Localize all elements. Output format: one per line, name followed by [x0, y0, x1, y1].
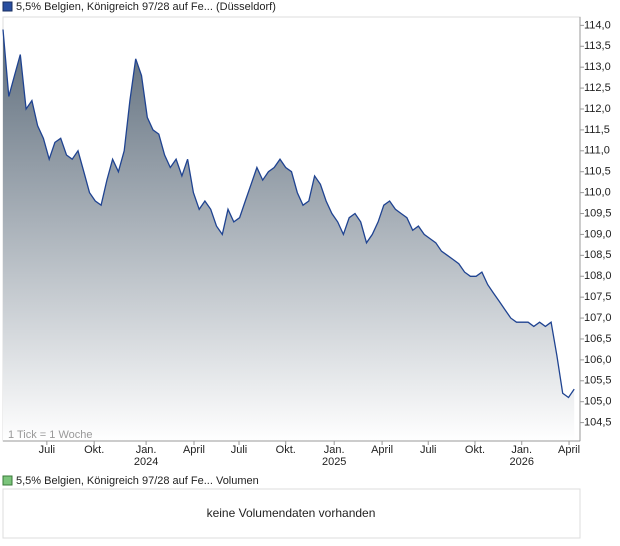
- x-tick-label: Okt.: [465, 444, 485, 456]
- y-tick-label: 105,5: [584, 375, 612, 387]
- chart-title: 5,5% Belgien, Königreich 97/28 auf Fe...…: [16, 1, 276, 13]
- x-tick-label: April: [558, 444, 580, 456]
- y-tick-label: 113,5: [584, 40, 611, 52]
- y-tick-label: 106,5: [584, 333, 612, 345]
- y-tick-label: 111,5: [584, 124, 610, 136]
- x-tick-label: Juli: [420, 444, 437, 456]
- y-tick-label: 107,0: [584, 312, 612, 324]
- y-tick-label: 108,0: [584, 270, 612, 282]
- volume-title: 5,5% Belgien, Königreich 97/28 auf Fe...…: [16, 475, 259, 487]
- y-tick-label: 109,0: [584, 228, 612, 240]
- area: [3, 29, 575, 441]
- series-icon: [2, 1, 13, 12]
- x-tick-label: April: [183, 444, 205, 456]
- y-tick-label: 110,0: [584, 187, 611, 199]
- y-tick-label: 109,5: [584, 207, 612, 219]
- y-tick-label: 104,5: [584, 417, 612, 429]
- y-tick-label: 113,0: [584, 61, 611, 73]
- x-tick-sublabel: 2025: [322, 456, 346, 468]
- price-line: [2, 29, 575, 399]
- x-tick-label: Okt.: [276, 444, 296, 456]
- x-tick-label: Jan.: [511, 444, 532, 456]
- x-tick-sublabel: 2026: [509, 456, 533, 468]
- y-tick-label: 110,5: [584, 166, 611, 178]
- x-tick-label: Jan.: [136, 444, 157, 456]
- y-tick-label: 112,5: [584, 82, 611, 94]
- y-tick-label: 112,0: [584, 103, 611, 115]
- x-tick-label: Juli: [39, 444, 56, 456]
- x-tick-label: April: [371, 444, 393, 456]
- y-tick-label: 111,0: [584, 145, 610, 157]
- y-tick-label: 114,0: [584, 19, 611, 31]
- x-tick-sublabel: 2024: [134, 456, 158, 468]
- y-tick-label: 107,5: [584, 291, 612, 303]
- y-tick-label: 105,0: [584, 396, 612, 408]
- volume-message: keine Volumendaten vorhanden: [207, 506, 376, 520]
- y-tick-label: 108,5: [584, 249, 612, 261]
- x-tick-label: Jan.: [324, 444, 345, 456]
- volume-box: [2, 488, 581, 539]
- x-tick-label: Juli: [231, 444, 248, 456]
- volume-icon: [2, 475, 13, 486]
- annotation: 1 Tick = 1 Woche: [8, 429, 92, 441]
- x-tick-label: Okt.: [84, 444, 104, 456]
- y-tick-label: 106,0: [584, 354, 612, 366]
